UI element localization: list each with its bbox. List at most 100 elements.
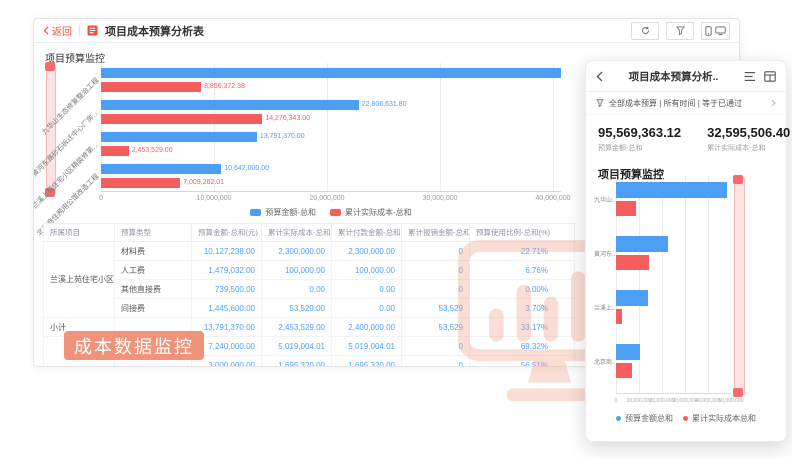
project-cell: 小计 [43, 317, 115, 337]
budget-bar[interactable] [101, 164, 222, 174]
window-title: 项目成本预算分析表 [105, 25, 204, 38]
filter-button[interactable] [666, 21, 694, 40]
budget-bar[interactable] [101, 68, 561, 78]
budget-bar[interactable] [616, 344, 641, 360]
bar-value-label: 14,276,343.00 [265, 115, 311, 122]
legend-item[interactable]: 预算金额-总和 [250, 207, 316, 218]
budget-bar[interactable] [101, 132, 257, 142]
legend-label: 累计实际成本总和 [692, 414, 756, 423]
value-cell: 2,400,000.00 [331, 317, 402, 337]
monitor-icon [715, 26, 726, 35]
value-cell: 53,529.00 [261, 298, 332, 318]
value-cell: 0.00 [331, 279, 402, 299]
legend-label: 预算金额-总和 [265, 208, 316, 217]
datazoom-handle[interactable] [733, 388, 743, 397]
actual-cost-bar[interactable] [616, 201, 637, 216]
value-cell: 0.00 [261, 279, 332, 299]
bar-value-label: 2,453,529.00 [131, 147, 173, 154]
actual-cost-bar[interactable] [101, 146, 129, 156]
stat-value: 95,569,363.12 [598, 125, 682, 140]
datazoom-handle[interactable] [45, 188, 55, 197]
bar-value-label: 13,791,370.00 [259, 133, 305, 140]
stat-value: 32,595,506.40 [707, 125, 791, 140]
value-cell: 1,479,032.00 [191, 260, 262, 280]
mobile-preview-panel: 项目成本预算分析.. 全部成本预算 | 所有时间 | 等于已通过 95,569,… [585, 60, 790, 442]
datazoom-slider[interactable] [45, 62, 56, 197]
stat-actual-cost-total: 32,595,506.40 累计实际成本-总和 [707, 125, 790, 153]
datazoom-handle[interactable] [733, 175, 743, 184]
phone-icon [705, 25, 712, 36]
value-cell: 3.70% [469, 298, 575, 318]
datazoom-slider[interactable] [733, 175, 745, 397]
mobile-chart-legend: 预算金额总和 累计实际成本总和 [586, 413, 786, 424]
legend-label: 累计实际成本-总和 [345, 208, 412, 217]
mobile-budget-chart: 0 10,000,000 20,000,000 30,000,000 40,000,00… [594, 174, 778, 414]
budget-bar[interactable] [616, 182, 728, 198]
window-titlebar: 返回 项目成本预算分析表 [34, 19, 739, 43]
table-row: 间接费 1,445,600.00 53,529.00 0.00 53,529 3.70% [44, 298, 575, 318]
budget-type-cell: 人工费 [114, 260, 192, 280]
chevron-left-icon [43, 26, 49, 35]
mobile-filter-bar[interactable]: 全部成本预算 | 所有时间 | 等于已通过 [586, 92, 786, 115]
funnel-icon [596, 99, 604, 107]
stat-label: 预算金额-总和 [598, 145, 643, 152]
actual-cost-bar[interactable] [616, 363, 633, 378]
budget-bar[interactable] [616, 236, 669, 252]
axis-tick-label: 40,000,000 [535, 195, 571, 202]
budget-bar[interactable] [616, 290, 648, 306]
main-budget-chart: 22,806,631.80 13,791,370.00 10,642,000.00 8… [34, 61, 591, 237]
axis-tick-label: 40,000,000 [695, 398, 721, 404]
value-cell: 0 [401, 279, 470, 299]
axis-tick-label: 0 [99, 195, 103, 202]
table-row: 人工费 1,479,032.00 100,000.00 100,000.00 0 6.76… [44, 260, 575, 280]
gridline [708, 176, 709, 393]
table-grid-icon[interactable] [764, 70, 776, 82]
actual-cost-bar[interactable] [101, 82, 202, 92]
value-cell: 5,019,004.01 [261, 336, 332, 356]
budget-bar[interactable] [101, 100, 359, 110]
axis-tick-label: 20,000,000 [649, 398, 675, 404]
stat-budget-total: 95,569,363.12 预算金额-总和 [598, 125, 681, 153]
value-cell: 56.51% [469, 355, 575, 366]
refresh-button[interactable] [631, 21, 659, 40]
value-cell: 33.17% [469, 317, 575, 337]
actual-cost-bar[interactable] [616, 255, 649, 270]
column-header: 预算金额-总和(元) [191, 223, 262, 242]
main-chart-legend: 预算金额-总和 累计实际成本-总和 [101, 207, 561, 218]
mobile-title: 项目成本预算分析.. [628, 70, 719, 83]
value-cell: 0 [401, 336, 470, 356]
legend-item[interactable]: 累计实际成本总和 [683, 413, 756, 424]
gridline [327, 63, 328, 191]
table-row: 兰溪上苑住宅小区精装修第...材料费10,127,238.002,300,000… [43, 241, 575, 318]
actual-cost-bar[interactable] [101, 178, 181, 188]
actual-cost-bar[interactable] [616, 309, 622, 324]
gridline [685, 176, 686, 393]
actual-cost-bar[interactable] [101, 114, 263, 124]
back-button[interactable]: 返回 [43, 23, 72, 38]
legend-item[interactable]: 预算金额总和 [616, 413, 673, 424]
divider [79, 24, 80, 37]
device-preview-button[interactable] [701, 21, 730, 40]
gridline [662, 176, 663, 393]
value-cell: 0 [401, 241, 470, 261]
bar-value-label: 10,642,000.00 [224, 165, 270, 172]
legend-item[interactable]: 累计实际成本-总和 [330, 207, 412, 218]
axis-tick-label: 10,000,000 [196, 195, 232, 202]
budget-type-cell: 间接费 [114, 298, 192, 318]
axis-tick-label: 30,000,000 [672, 398, 698, 404]
value-cell: 69.32% [469, 336, 575, 356]
mobile-chart-plot [616, 176, 731, 394]
value-cell: 100,000.00 [261, 260, 332, 280]
datazoom-handle[interactable] [45, 62, 55, 71]
bar-value-label: 22,806,631.80 [361, 101, 407, 108]
legend-swatch [616, 416, 621, 421]
chevron-left-icon[interactable] [596, 71, 603, 82]
value-cell: 2,300,000.00 [331, 241, 402, 261]
gridline [214, 63, 215, 191]
gridline [616, 176, 617, 393]
table-header-row: 所属项目预算类型预算金额-总和(元)累计实际成本-总和(元)累计付款金额-总和(… [43, 223, 575, 242]
value-cell: 53,529 [401, 298, 470, 318]
mobile-filter-text: 全部成本预算 | 所有时间 | 等于已通过 [609, 98, 743, 108]
category-label: 北京商.. [594, 360, 616, 366]
list-icon[interactable] [744, 71, 756, 82]
